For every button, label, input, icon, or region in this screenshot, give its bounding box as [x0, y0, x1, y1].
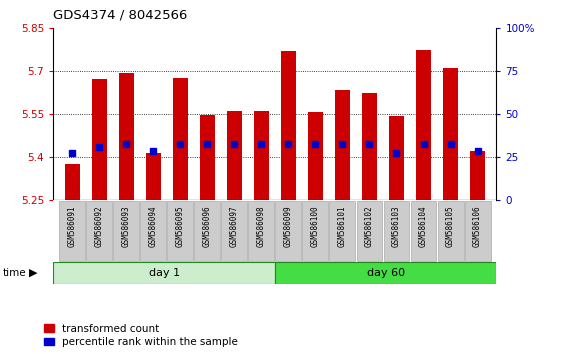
Bar — [465, 201, 490, 261]
Bar — [329, 201, 356, 261]
Text: GSM586094: GSM586094 — [149, 205, 158, 247]
Bar — [254, 111, 269, 200]
Text: GSM586104: GSM586104 — [419, 205, 428, 247]
Text: ▶: ▶ — [29, 268, 38, 278]
Bar — [470, 152, 485, 200]
Bar — [167, 201, 194, 261]
Text: GSM586096: GSM586096 — [203, 205, 212, 247]
Bar — [335, 90, 350, 200]
Bar — [362, 93, 377, 200]
Bar — [384, 201, 410, 261]
Text: GSM586093: GSM586093 — [122, 205, 131, 247]
Bar — [416, 50, 431, 200]
Bar — [200, 115, 215, 200]
Bar — [275, 262, 496, 284]
Bar — [173, 78, 188, 200]
Bar — [119, 73, 134, 200]
Text: GSM586092: GSM586092 — [95, 205, 104, 247]
Bar — [140, 201, 166, 261]
Bar — [302, 201, 328, 261]
Text: GSM586101: GSM586101 — [338, 205, 347, 247]
Bar — [222, 201, 247, 261]
Bar — [389, 116, 404, 200]
Text: GSM586091: GSM586091 — [68, 205, 77, 247]
Bar — [59, 201, 85, 261]
Legend: transformed count, percentile rank within the sample: transformed count, percentile rank withi… — [44, 324, 238, 347]
Bar — [356, 201, 383, 261]
Text: GSM586098: GSM586098 — [257, 205, 266, 247]
Text: time: time — [3, 268, 26, 278]
Bar — [92, 79, 107, 200]
Bar — [53, 262, 275, 284]
Bar — [249, 201, 274, 261]
Text: GSM586095: GSM586095 — [176, 205, 185, 247]
Bar — [86, 201, 112, 261]
Bar — [308, 112, 323, 200]
Text: GSM586097: GSM586097 — [230, 205, 239, 247]
Text: GSM586103: GSM586103 — [392, 205, 401, 247]
Bar — [194, 201, 220, 261]
Bar — [146, 153, 160, 200]
Text: day 1: day 1 — [149, 268, 180, 278]
Text: day 60: day 60 — [367, 268, 404, 278]
Text: GSM586102: GSM586102 — [365, 205, 374, 247]
Bar — [113, 201, 139, 261]
Bar — [438, 201, 463, 261]
Bar — [443, 68, 458, 200]
Bar — [411, 201, 436, 261]
Bar — [227, 111, 242, 200]
Text: GSM586099: GSM586099 — [284, 205, 293, 247]
Bar — [281, 51, 296, 200]
Text: GDS4374 / 8042566: GDS4374 / 8042566 — [53, 9, 188, 22]
Text: GSM586100: GSM586100 — [311, 205, 320, 247]
Text: GSM586106: GSM586106 — [473, 205, 482, 247]
Bar — [65, 164, 80, 200]
Text: GSM586105: GSM586105 — [446, 205, 455, 247]
Bar — [275, 201, 301, 261]
